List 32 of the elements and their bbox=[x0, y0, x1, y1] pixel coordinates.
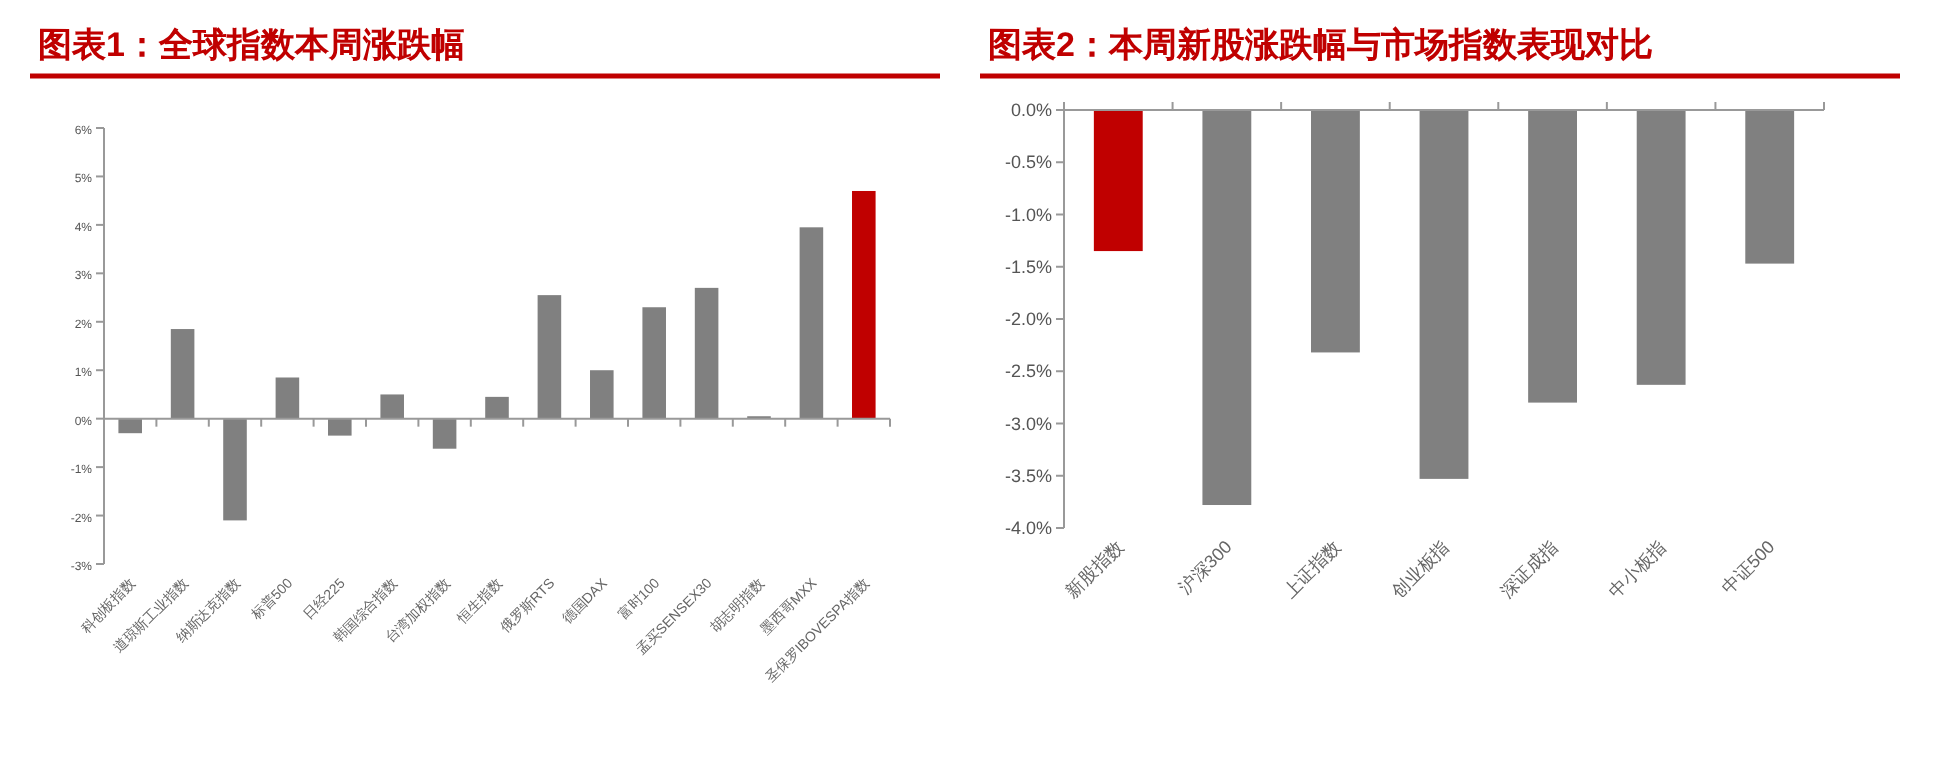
bar bbox=[432, 418, 457, 449]
bar bbox=[642, 307, 666, 419]
x-tick-label: 沪深300 bbox=[1174, 536, 1236, 598]
bar bbox=[328, 418, 352, 436]
bar bbox=[852, 190, 876, 419]
bar bbox=[275, 377, 300, 419]
bar bbox=[223, 418, 247, 521]
bar bbox=[485, 396, 509, 419]
chart-title: 图表1：全球指数本周涨跌幅 bbox=[38, 26, 465, 64]
y-tick-label: 0.0% bbox=[1010, 100, 1052, 120]
x-tick-label: 新股指数 bbox=[1062, 536, 1128, 602]
y-tick-label: -1.0% bbox=[1004, 204, 1052, 225]
y-tick-label: -1.5% bbox=[1004, 256, 1052, 277]
bar bbox=[799, 227, 824, 419]
x-tick-label: 中证500 bbox=[1717, 536, 1779, 598]
bar bbox=[694, 287, 719, 419]
x-tick-label: 中小板指 bbox=[1604, 536, 1670, 602]
bar bbox=[380, 394, 404, 419]
x-tick-label: 上证指数 bbox=[1279, 536, 1345, 602]
y-tick-label: -3.5% bbox=[1004, 465, 1052, 486]
y-tick-label: -2.0% bbox=[1004, 309, 1052, 329]
chart-title: 图表2：本周新股涨跌幅与市场指数表现对比 bbox=[988, 26, 1653, 64]
y-tick-label: -2.5% bbox=[1004, 361, 1052, 382]
x-tick-label: 深证成指 bbox=[1496, 536, 1562, 602]
x-tick-label: 创业板指 bbox=[1387, 536, 1453, 602]
bar bbox=[590, 370, 614, 419]
bar bbox=[118, 418, 142, 434]
y-tick-label: -0.5% bbox=[1004, 152, 1052, 173]
y-tick-label: -4.0% bbox=[1004, 518, 1052, 538]
bar bbox=[170, 329, 195, 419]
y-tick-label: -3.0% bbox=[1004, 413, 1052, 434]
bar bbox=[537, 295, 562, 419]
